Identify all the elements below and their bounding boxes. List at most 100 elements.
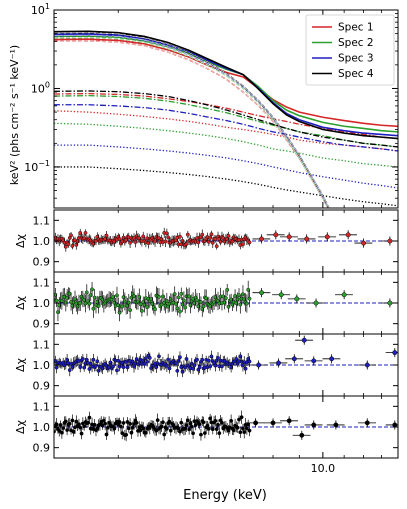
- residual-point: [164, 298, 169, 303]
- residual-point: [149, 297, 153, 302]
- residual-point: [235, 297, 240, 302]
- residual-point: [178, 234, 182, 239]
- residual-sparse-point: [301, 337, 307, 343]
- residual-point: [178, 309, 182, 314]
- residual-point: [92, 422, 97, 427]
- residual-sparse-point: [299, 432, 305, 438]
- residual-point: [189, 361, 194, 366]
- residual-point: [231, 428, 236, 432]
- residual-point: [104, 233, 109, 238]
- residual-point: [69, 233, 73, 238]
- residual-sparse-point: [392, 422, 398, 428]
- residual-point: [129, 430, 134, 435]
- residual-point: [168, 297, 173, 302]
- residual-y-axis-label-1: Δχ: [14, 233, 27, 248]
- residual-point: [162, 432, 167, 437]
- residual-point: [163, 239, 168, 244]
- residual-point: [128, 308, 133, 313]
- residual-point: [176, 295, 181, 300]
- residual-point: [183, 365, 188, 370]
- residual-ytick-label: 1.1: [33, 338, 51, 351]
- residual-point: [225, 287, 230, 292]
- residual-ytick-label: 1.1: [33, 276, 51, 289]
- residual-point: [119, 424, 123, 429]
- residual-point: [180, 302, 185, 307]
- residual-point: [237, 417, 241, 422]
- residual-point: [196, 304, 201, 309]
- spectrum-disk-line-1: [54, 40, 329, 208]
- residual-point: [134, 420, 139, 425]
- residual-point: [166, 357, 171, 362]
- residual-point: [234, 301, 239, 306]
- residual-point: [195, 357, 199, 362]
- residual-point: [54, 358, 58, 363]
- spectrum-refl-line-1: [54, 110, 398, 152]
- residual-point: [84, 290, 89, 295]
- residual-point: [121, 235, 126, 240]
- residual-point: [54, 298, 59, 303]
- residual-sparse-point: [276, 360, 281, 366]
- residual-point: [94, 363, 98, 368]
- residual-point: [121, 365, 126, 370]
- residual-panel-1: 0.9 1.0 1.1 Δχ: [14, 209, 399, 273]
- residual-y-axis-label-3: Δχ: [14, 357, 27, 372]
- residual-point: [70, 418, 75, 423]
- residual-point: [116, 358, 121, 363]
- residual-sparse-point: [387, 238, 393, 244]
- residual-point: [210, 240, 215, 245]
- residual-point: [235, 425, 240, 430]
- residual-point: [57, 429, 62, 433]
- residual-sparse-point: [329, 356, 335, 362]
- residual-point: [78, 231, 83, 235]
- residual-point: [192, 301, 197, 305]
- residual-point: [75, 239, 80, 244]
- residual-point: [70, 303, 75, 308]
- residual-point: [154, 365, 159, 370]
- residual-ytick-label: 1.0: [33, 235, 51, 248]
- residual-point: [226, 304, 231, 309]
- residual-sparse-point: [361, 240, 367, 246]
- residual-point: [208, 364, 213, 369]
- residual-sparse-point: [304, 236, 310, 242]
- residual-point: [218, 239, 223, 244]
- spectrum-disk-highlight-2: [54, 37, 329, 208]
- residual-point: [172, 292, 177, 296]
- spectrum-frame: [53, 9, 399, 209]
- residual-point: [83, 301, 88, 306]
- residual-point: [78, 425, 83, 430]
- residual-point: [221, 294, 226, 299]
- residual-point: [132, 236, 136, 240]
- residual-point: [167, 419, 172, 424]
- residual-point: [206, 426, 211, 431]
- residual-point: [90, 287, 94, 292]
- residual-point: [185, 232, 190, 237]
- residual-y-axis-label-2: Δχ: [14, 295, 27, 310]
- residual-sparse-point: [278, 292, 284, 298]
- residual-point: [226, 234, 231, 238]
- residual-point: [108, 360, 113, 365]
- residual-sparse-point: [392, 350, 398, 356]
- residual-point: [59, 298, 64, 303]
- residual-point: [125, 304, 130, 308]
- residual-point: [130, 359, 135, 364]
- residual-point: [180, 238, 185, 243]
- residual-ytick-label: 1.1: [33, 214, 51, 227]
- legend-box: [305, 14, 395, 86]
- residual-sparse-point: [333, 422, 339, 428]
- residual-point: [87, 301, 92, 306]
- residual-point: [132, 294, 136, 299]
- residual-point: [241, 426, 245, 431]
- residual-sparse-point: [270, 420, 276, 426]
- residual-points-1: [54, 227, 398, 252]
- residual-point: [122, 299, 127, 304]
- residual-point: [147, 426, 152, 430]
- residual-point: [54, 292, 58, 297]
- residual-point: [137, 295, 142, 299]
- residual-point: [87, 415, 92, 420]
- residual-sparse-point: [324, 234, 330, 240]
- residual-point: [193, 423, 198, 427]
- residual-point: [132, 364, 136, 369]
- residual-point: [86, 420, 91, 425]
- residual-point: [143, 356, 148, 361]
- residual-point: [216, 422, 220, 427]
